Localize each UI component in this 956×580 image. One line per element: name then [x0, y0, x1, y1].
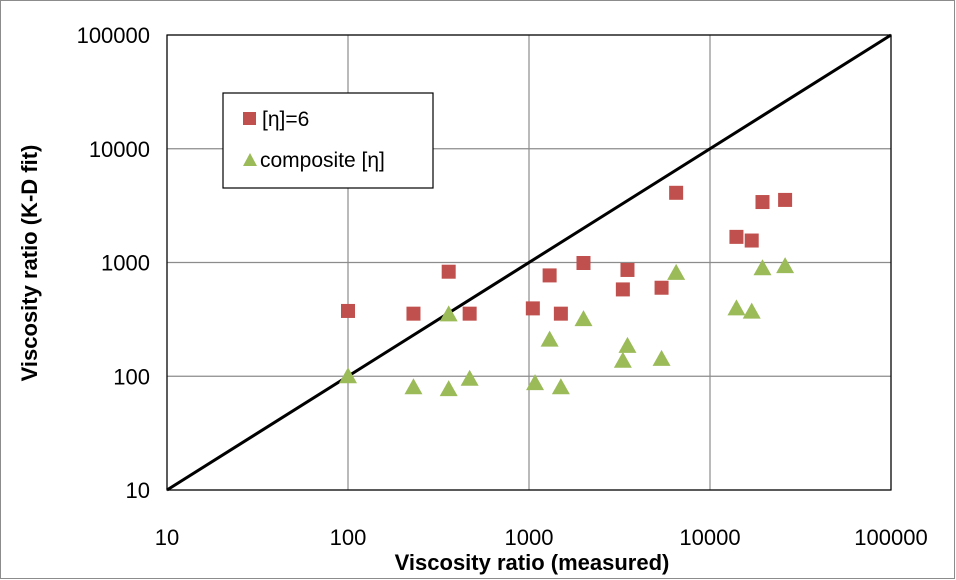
point-series-0-10	[655, 281, 669, 295]
point-series-0-3	[463, 307, 477, 321]
x-tick-label-1: 100	[330, 525, 367, 550]
y-tick-label-2: 1000	[101, 251, 150, 276]
point-series-0-5	[543, 268, 557, 282]
point-series-0-12	[729, 230, 743, 244]
legend-square-marker	[243, 112, 256, 125]
y-axis-title: Viscosity ratio (K-D fit)	[17, 145, 42, 382]
y-tick-label-0: 10	[126, 478, 150, 503]
y-tick-label-4: 100000	[77, 23, 150, 48]
x-axis-title: Viscosity ratio (measured)	[395, 550, 670, 575]
x-tick-label-2: 1000	[505, 525, 554, 550]
legend: [η]=6 composite [η]	[223, 93, 433, 188]
point-series-0-1	[406, 307, 420, 321]
point-series-0-4	[526, 301, 540, 315]
y-tick-label-3: 10000	[89, 137, 150, 162]
point-series-0-13	[745, 234, 759, 248]
x-tick-label-3: 10000	[679, 525, 740, 550]
point-series-0-6	[554, 307, 568, 321]
legend-label-series-2: composite [η]	[260, 149, 385, 172]
x-tick-label-0: 10	[155, 525, 179, 550]
legend-box	[223, 93, 433, 188]
point-series-0-14	[755, 195, 769, 209]
legend-label-series-1: [η]=6	[262, 108, 309, 131]
point-series-0-7	[576, 256, 590, 270]
point-series-0-8	[616, 282, 630, 296]
point-series-0-2	[442, 265, 456, 279]
point-series-0-9	[620, 263, 634, 277]
x-tick-label-4: 100000	[854, 525, 927, 550]
point-series-0-0	[341, 304, 355, 318]
point-series-0-15	[778, 193, 792, 207]
point-series-0-11	[669, 186, 683, 200]
y-tick-label-1: 100	[113, 364, 150, 389]
